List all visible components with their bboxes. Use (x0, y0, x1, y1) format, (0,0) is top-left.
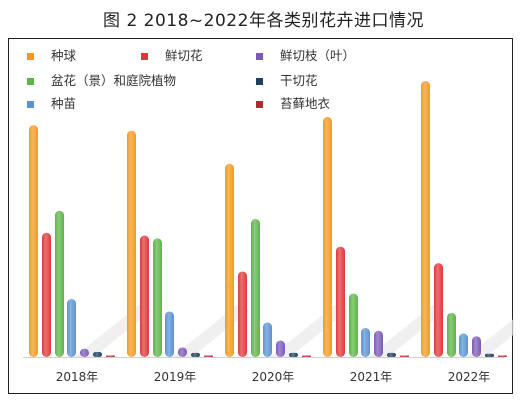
bar-2018-5 (67, 299, 76, 357)
chart-frame: 种球 鲜切花 鲜切枝（叶） 盆花（景）和庭院植物 干切花种苗 苔藓地衣 2018年 2019… (8, 38, 514, 394)
bar-2020-6 (302, 355, 311, 357)
x-tick-2: 2020年 (252, 370, 295, 384)
legend-swatch-0 (27, 53, 34, 60)
bar-2021-1 (336, 246, 345, 357)
bar-2018-4 (93, 352, 102, 357)
bar-2020-5 (263, 322, 272, 357)
bar-2022-6 (498, 355, 507, 357)
x-tick-1: 2019年 (154, 370, 197, 384)
bar-2021-4 (387, 352, 396, 357)
legend-swatch-4 (256, 78, 263, 85)
x-axis-ticks: 2018年 2019年 2020年 2021年 2022年 (56, 370, 491, 384)
bar-2021-0 (323, 116, 332, 357)
legend-label-5: 种苗 (51, 96, 76, 111)
bar-2021-2 (374, 330, 383, 357)
bar-2019-5 (165, 311, 174, 357)
bar-2020-3 (251, 219, 260, 357)
bar-2019-0 (127, 130, 136, 357)
bar-2019-1 (140, 235, 149, 357)
bar-2020-2 (276, 340, 285, 357)
legend-label-4: 干切花 (280, 73, 318, 88)
bar-2022-0 (421, 81, 430, 357)
legend-swatch-6 (256, 101, 263, 108)
bar-2022-1 (434, 263, 443, 357)
x-tick-0: 2018年 (56, 370, 99, 384)
bar-2020-1 (238, 271, 247, 357)
bar-2022-4 (485, 353, 494, 357)
legend-swatch-2 (256, 53, 263, 60)
bar-2022-2 (472, 336, 481, 357)
bar-2018-3 (55, 210, 64, 357)
bar-2019-4 (191, 352, 200, 357)
x-tick-4: 2022年 (448, 370, 491, 384)
x-tick-3: 2021年 (350, 370, 393, 384)
legend-label-2: 鲜切枝（叶） (280, 48, 355, 63)
bar-2019-2 (178, 347, 187, 357)
bar-2022-5 (459, 333, 468, 357)
bar-2019-3 (153, 238, 162, 357)
bar-2020-4 (289, 352, 298, 357)
legend-label-1: 鲜切花 (165, 48, 203, 63)
bars (23, 81, 514, 358)
bar-2021-6 (400, 355, 409, 357)
legend-swatch-3 (27, 78, 34, 85)
legend-label-0: 种球 (51, 48, 77, 63)
bar-2018-1 (42, 232, 51, 357)
legend-swatch-5 (27, 101, 34, 108)
bar-2019-6 (204, 355, 213, 357)
bar-2020-0 (225, 163, 234, 357)
bar-2021-5 (361, 328, 370, 357)
bar-2022-3 (447, 312, 456, 357)
bar-2021-3 (349, 293, 358, 357)
bar-shadow-4 (466, 318, 514, 357)
bar-2018-2 (80, 348, 89, 357)
bar-2018-6 (106, 355, 115, 357)
legend-label-3: 盆花（景）和庭院植物 (51, 73, 176, 88)
bar-2018-0 (29, 125, 38, 357)
chart-title: 图 2 2018~2022年各类别花卉进口情况 (103, 11, 424, 31)
legend-label-6: 苔藓地衣 (280, 96, 331, 111)
legend-swatch-1 (141, 53, 148, 60)
